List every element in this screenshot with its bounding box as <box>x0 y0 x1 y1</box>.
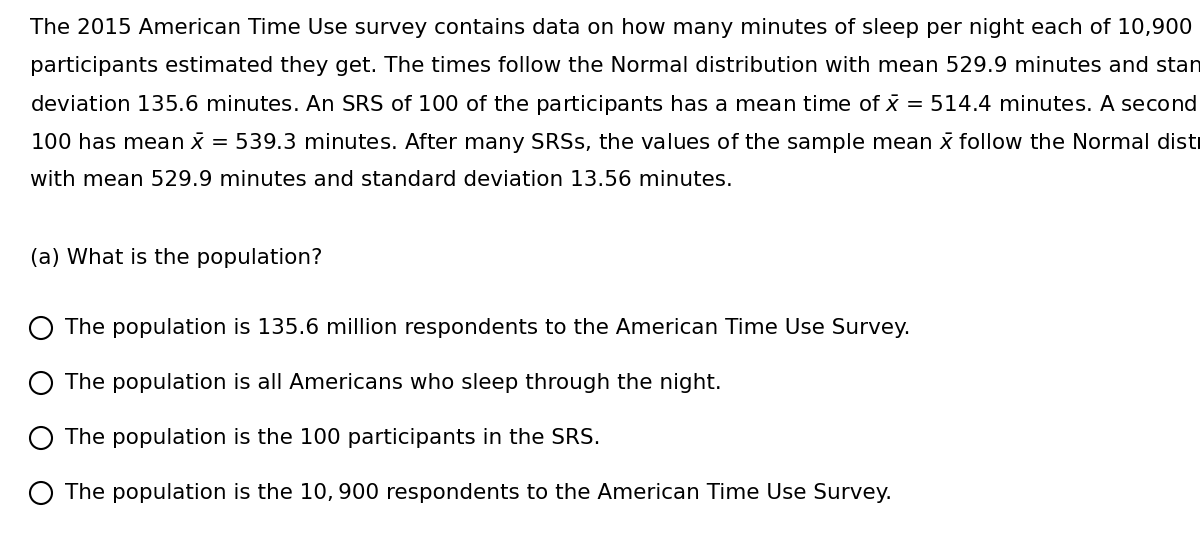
Text: with mean 529.9 minutes and standard deviation 13.56 minutes.: with mean 529.9 minutes and standard dev… <box>30 170 733 190</box>
Text: The population is all Americans who sleep through the night.: The population is all Americans who slee… <box>65 373 721 393</box>
Text: 100 has mean $\bar{x}$ = 539.3 minutes. After many SRSs, the values of the sampl: 100 has mean $\bar{x}$ = 539.3 minutes. … <box>30 132 1200 156</box>
Text: (a) What is the population?: (a) What is the population? <box>30 248 323 268</box>
Text: participants estimated they get. The times follow the Normal distribution with m: participants estimated they get. The tim… <box>30 56 1200 76</box>
Text: The population is the 10, 900 respondents to the American Time Use Survey.: The population is the 10, 900 respondent… <box>65 483 892 503</box>
Text: deviation 135.6 minutes. An SRS of 100 of the participants has a mean time of $\: deviation 135.6 minutes. An SRS of 100 o… <box>30 94 1200 118</box>
Text: The 2015 American Time Use survey contains data on how many minutes of sleep per: The 2015 American Time Use survey contai… <box>30 18 1200 38</box>
Text: The population is the 100 participants in the SRS.: The population is the 100 participants i… <box>65 428 600 448</box>
Text: The population is 135.6 million respondents to the American Time Use Survey.: The population is 135.6 million responde… <box>65 318 911 338</box>
